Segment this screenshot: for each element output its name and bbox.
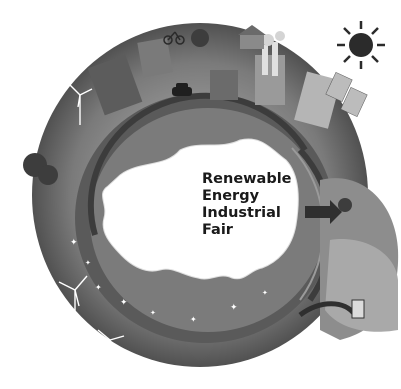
landscape-right xyxy=(320,178,399,340)
svg-text:✦: ✦ xyxy=(85,259,91,267)
title-line-1: Renewable xyxy=(202,171,292,187)
wind-turbine-icon xyxy=(9,45,93,166)
city-buildings xyxy=(87,37,341,129)
svg-text:✦: ✦ xyxy=(70,238,78,248)
svg-text:✦: ✦ xyxy=(120,298,128,308)
cyclist-icon xyxy=(163,31,185,45)
fair-title: Renewable Energy Industrial Fair xyxy=(202,171,322,239)
title-line-4: Fair xyxy=(202,222,233,238)
factory-icon xyxy=(262,31,285,76)
car-icon xyxy=(172,83,192,96)
wind-turbine-icon xyxy=(58,275,125,380)
svg-text:✦: ✦ xyxy=(95,283,102,292)
svg-text:✦: ✦ xyxy=(230,303,238,313)
house-icon xyxy=(238,25,266,49)
tree-icon xyxy=(23,29,352,212)
title-line-2: Energy xyxy=(202,188,260,204)
title-line-3: Industrial xyxy=(202,205,281,221)
continent-map xyxy=(102,138,299,280)
plug-icon xyxy=(298,299,365,319)
svg-text:✦: ✦ xyxy=(190,315,197,324)
solar-panel-icon xyxy=(325,71,368,118)
svg-text:✦: ✦ xyxy=(262,289,268,297)
svg-text:✦: ✦ xyxy=(150,309,156,317)
sparkles: ✦ ✦ ✦ ✦ ✦ ✦ ✦ ✦ xyxy=(70,238,268,324)
sun-icon xyxy=(337,21,385,69)
arrow-right-icon xyxy=(305,200,342,224)
